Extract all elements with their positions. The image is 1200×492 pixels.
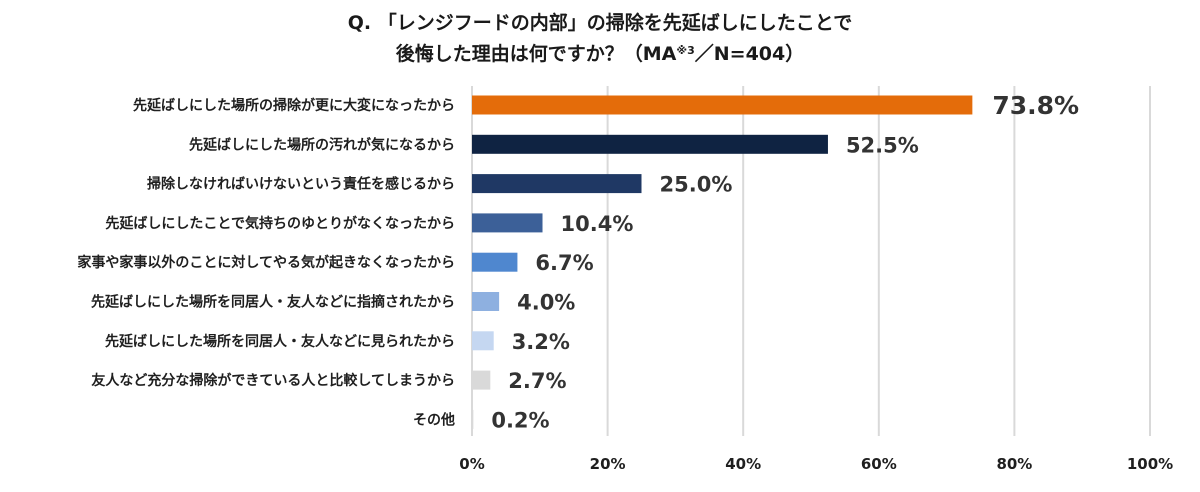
- category-label: 先延ばしにした場所を同居人・友人などに指摘されたから: [91, 294, 455, 311]
- bars: [472, 95, 973, 429]
- bar: [472, 370, 491, 390]
- value-label: 52.5%: [846, 133, 919, 157]
- bar: [472, 174, 642, 194]
- bar: [472, 134, 828, 154]
- x-tick-label: 0%: [459, 455, 484, 473]
- chart-title-line1: Q. 「レンジフードの内部」の掃除を先延ばしにしたことで: [347, 12, 853, 34]
- category-label: その他: [413, 411, 455, 428]
- category-label: 先延ばしにした場所の汚れが気になるから: [189, 136, 455, 153]
- value-label: 10.4%: [561, 212, 634, 236]
- bar: [472, 213, 543, 233]
- value-label: 0.2%: [491, 408, 549, 432]
- chart-title-line2-main: 後悔した理由は何ですか？（MA: [395, 43, 677, 65]
- chart-title: Q. 「レンジフードの内部」の掃除を先延ばしにしたことで 後悔した理由は何ですか…: [0, 10, 1200, 68]
- bar: [472, 331, 494, 351]
- x-tick-label: 80%: [996, 455, 1032, 473]
- x-tick-label: 100%: [1127, 455, 1173, 473]
- bar: [472, 292, 500, 311]
- chart-title-footnote-mark: ※3: [676, 44, 695, 57]
- category-label: 先延ばしにした場所を同居人・友人などに見られたから: [105, 333, 455, 350]
- bar: [472, 95, 973, 115]
- bar: [472, 409, 474, 429]
- bar: [472, 252, 518, 272]
- x-tick-label: 40%: [725, 455, 761, 473]
- x-tick-label: 60%: [861, 455, 897, 473]
- category-label: 先延ばしにした場所の掃除が更に大変になったから: [133, 97, 455, 114]
- value-label: 2.7%: [508, 369, 566, 393]
- category-label: 掃除しなければいけないという責任を感じるから: [147, 176, 455, 193]
- category-label: 家事や家事以外のことに対してやる気が起きなくなったから: [77, 254, 455, 271]
- category-label: 友人など充分な掃除ができている人と比較してしまうから: [91, 372, 455, 389]
- category-label: 先延ばしにしたことで気持ちのゆとりがなくなったから: [105, 215, 455, 232]
- value-label: 25.0%: [660, 173, 733, 197]
- labels: 0% 20% 40% 60% 80% 100% 先延ばしにした場所の掃除が更に大変になったか…: [77, 91, 1173, 473]
- chart-title-line2: 後悔した理由は何ですか？（MA※3／N=404）: [0, 37, 1200, 68]
- value-label: 73.8%: [992, 91, 1079, 120]
- value-label: 3.2%: [512, 330, 570, 354]
- value-label: 4.0%: [517, 291, 575, 315]
- chart-title-line2-end: ／N=404）: [694, 43, 805, 65]
- value-label: 6.7%: [535, 251, 593, 275]
- x-tick-label: 20%: [590, 455, 626, 473]
